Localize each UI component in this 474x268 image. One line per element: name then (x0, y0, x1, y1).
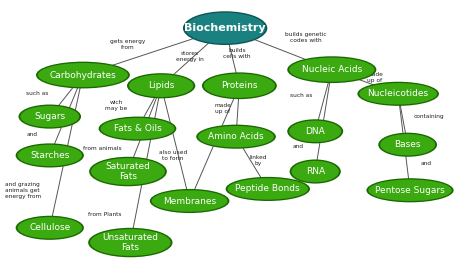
Ellipse shape (89, 157, 167, 186)
Text: Carbohydrates: Carbohydrates (50, 70, 116, 80)
Text: Biochemistry: Biochemistry (184, 23, 266, 33)
Ellipse shape (185, 13, 265, 44)
Text: Pentose Sugars: Pentose Sugars (375, 186, 445, 195)
Ellipse shape (226, 177, 310, 201)
Ellipse shape (38, 63, 128, 87)
Text: stores
energy in: stores energy in (176, 51, 203, 62)
Ellipse shape (18, 217, 82, 239)
Ellipse shape (366, 178, 454, 202)
Text: Bases: Bases (394, 140, 421, 149)
Ellipse shape (289, 58, 374, 82)
Ellipse shape (152, 190, 228, 212)
Text: such as: such as (26, 91, 48, 96)
Text: Cellulose: Cellulose (29, 223, 71, 232)
Text: Amino Acids: Amino Acids (208, 132, 264, 141)
Ellipse shape (202, 72, 277, 99)
Ellipse shape (380, 134, 435, 155)
Ellipse shape (100, 118, 174, 139)
Ellipse shape (18, 145, 82, 166)
Text: from Plants: from Plants (88, 212, 121, 217)
Text: Saturated
Fats: Saturated Fats (106, 162, 150, 181)
Ellipse shape (378, 133, 437, 157)
Text: Lipids: Lipids (148, 81, 174, 90)
Ellipse shape (228, 178, 308, 200)
Text: linked
by: linked by (250, 155, 267, 166)
Text: and: and (421, 161, 432, 166)
Text: DNA: DNA (305, 127, 325, 136)
Ellipse shape (204, 74, 275, 98)
Text: also used
to form: also used to form (159, 150, 187, 161)
Text: Sugars: Sugars (34, 112, 65, 121)
Text: wich
may be: wich may be (105, 100, 127, 111)
Text: Unsaturated
Fats: Unsaturated Fats (102, 233, 158, 252)
Ellipse shape (36, 62, 130, 88)
Text: made
up of: made up of (366, 72, 383, 83)
Text: Nucleic Acids: Nucleic Acids (301, 65, 362, 74)
Text: Proteins: Proteins (221, 81, 258, 90)
Ellipse shape (16, 143, 84, 168)
Ellipse shape (287, 56, 376, 83)
Ellipse shape (292, 161, 339, 182)
Ellipse shape (287, 119, 343, 143)
Text: Starches: Starches (30, 151, 70, 160)
Ellipse shape (290, 159, 341, 184)
Text: Nucleicotides: Nucleicotides (368, 89, 428, 98)
Ellipse shape (88, 228, 173, 257)
Text: gets energy
from: gets energy from (110, 39, 146, 50)
Text: and: and (27, 132, 38, 136)
Ellipse shape (183, 11, 267, 45)
Text: and: and (293, 144, 304, 148)
Text: containing: containing (414, 114, 444, 119)
Text: made
up of: made up of (214, 103, 231, 114)
Text: builds genetic
codes with: builds genetic codes with (285, 32, 327, 43)
Ellipse shape (150, 189, 229, 213)
Text: Fats & Oils: Fats & Oils (114, 124, 161, 133)
Ellipse shape (99, 117, 176, 141)
Text: such as: such as (290, 93, 312, 98)
Text: from animals: from animals (82, 146, 121, 151)
Ellipse shape (90, 229, 171, 256)
Ellipse shape (16, 216, 84, 240)
Ellipse shape (20, 106, 79, 127)
Ellipse shape (127, 73, 195, 98)
Ellipse shape (359, 83, 437, 105)
Text: RNA: RNA (306, 167, 325, 176)
Ellipse shape (198, 126, 274, 147)
Text: Membranes: Membranes (163, 196, 216, 206)
Ellipse shape (289, 121, 341, 142)
Ellipse shape (18, 105, 81, 129)
Text: Peptide Bonds: Peptide Bonds (236, 184, 300, 193)
Ellipse shape (129, 75, 193, 97)
Ellipse shape (91, 158, 165, 185)
Text: builds
cells with: builds cells with (223, 48, 251, 59)
Ellipse shape (368, 180, 452, 201)
Text: and grazing
animals get
energy from: and grazing animals get energy from (5, 182, 41, 199)
Ellipse shape (196, 125, 276, 149)
Ellipse shape (357, 82, 439, 106)
